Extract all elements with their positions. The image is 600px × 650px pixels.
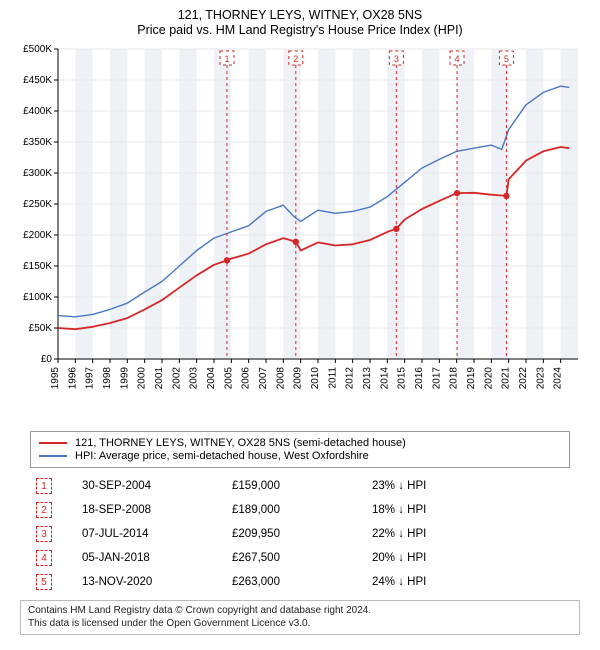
attribution-line: This data is licensed under the Open Gov… bbox=[28, 618, 572, 631]
svg-text:2012: 2012 bbox=[345, 367, 356, 390]
svg-text:£50K: £50K bbox=[29, 323, 53, 334]
svg-text:2001: 2001 bbox=[154, 367, 165, 390]
svg-text:2017: 2017 bbox=[431, 367, 442, 390]
svg-text:4: 4 bbox=[455, 54, 460, 64]
svg-text:1997: 1997 bbox=[85, 367, 96, 390]
svg-text:1996: 1996 bbox=[67, 367, 78, 390]
sale-hpi-delta: 20% ↓ HPI bbox=[366, 546, 570, 570]
sale-marker-icon: 5 bbox=[36, 574, 52, 590]
svg-text:£350K: £350K bbox=[23, 137, 52, 148]
sale-price: £189,000 bbox=[226, 498, 366, 522]
sale-hpi-delta: 24% ↓ HPI bbox=[366, 570, 570, 594]
svg-text:2023: 2023 bbox=[535, 367, 546, 390]
svg-text:2016: 2016 bbox=[414, 367, 425, 390]
svg-text:2002: 2002 bbox=[171, 367, 182, 390]
sale-date: 07-JUL-2014 bbox=[76, 522, 226, 546]
table-row: 1 30-SEP-2004£159,00023% ↓ HPI bbox=[30, 474, 570, 498]
svg-text:2021: 2021 bbox=[501, 367, 512, 390]
svg-text:£400K: £400K bbox=[23, 106, 52, 117]
svg-text:2008: 2008 bbox=[275, 367, 286, 390]
legend-swatch bbox=[39, 455, 67, 457]
sale-marker-icon: 3 bbox=[36, 526, 52, 542]
svg-text:5: 5 bbox=[504, 54, 509, 64]
svg-text:2003: 2003 bbox=[189, 367, 200, 390]
svg-text:2015: 2015 bbox=[397, 367, 408, 390]
sale-marker-icon: 1 bbox=[36, 478, 52, 494]
svg-text:£200K: £200K bbox=[23, 230, 52, 241]
svg-text:3: 3 bbox=[394, 54, 399, 64]
sale-date: 13-NOV-2020 bbox=[76, 570, 226, 594]
svg-text:2004: 2004 bbox=[206, 367, 217, 390]
svg-text:£250K: £250K bbox=[23, 199, 52, 210]
sale-price: £263,000 bbox=[226, 570, 366, 594]
table-row: 3 07-JUL-2014£209,95022% ↓ HPI bbox=[30, 522, 570, 546]
sale-price: £159,000 bbox=[226, 474, 366, 498]
svg-text:2006: 2006 bbox=[241, 367, 252, 390]
sale-date: 30-SEP-2004 bbox=[76, 474, 226, 498]
sales-table: 1 30-SEP-2004£159,00023% ↓ HPI 2 18-SEP-200… bbox=[30, 474, 570, 594]
sale-date: 05-JAN-2018 bbox=[76, 546, 226, 570]
chart-container: 121, THORNEY LEYS, WITNEY, OX28 5NS Pric… bbox=[0, 0, 600, 639]
svg-text:2022: 2022 bbox=[518, 367, 529, 390]
attribution-line: Contains HM Land Registry data © Crown c… bbox=[28, 605, 572, 618]
table-row: 2 18-SEP-2008£189,00018% ↓ HPI bbox=[30, 498, 570, 522]
attribution: Contains HM Land Registry data © Crown c… bbox=[20, 600, 580, 635]
sale-hpi-delta: 22% ↓ HPI bbox=[366, 522, 570, 546]
svg-text:2: 2 bbox=[293, 54, 298, 64]
svg-text:2007: 2007 bbox=[258, 367, 269, 390]
svg-text:£500K: £500K bbox=[23, 44, 52, 55]
sale-hpi-delta: 18% ↓ HPI bbox=[366, 498, 570, 522]
svg-text:£150K: £150K bbox=[23, 261, 52, 272]
svg-text:£0: £0 bbox=[41, 354, 53, 365]
table-row: 4 05-JAN-2018£267,50020% ↓ HPI bbox=[30, 546, 570, 570]
legend-label: 121, THORNEY LEYS, WITNEY, OX28 5NS (sem… bbox=[75, 437, 406, 449]
svg-text:2014: 2014 bbox=[379, 367, 390, 390]
svg-text:2019: 2019 bbox=[466, 367, 477, 390]
sale-date: 18-SEP-2008 bbox=[76, 498, 226, 522]
svg-text:2013: 2013 bbox=[362, 367, 373, 390]
svg-text:2024: 2024 bbox=[553, 367, 564, 390]
sale-price: £267,500 bbox=[226, 546, 366, 570]
svg-text:1: 1 bbox=[224, 54, 229, 64]
legend-item: HPI: Average price, semi-detached house,… bbox=[39, 450, 561, 462]
chart-plot: £0 £50K £100K £150K £200K £250K £300K £350K £400… bbox=[10, 43, 590, 423]
svg-text:1999: 1999 bbox=[119, 367, 130, 390]
sale-price: £209,950 bbox=[226, 522, 366, 546]
chart-title-address: 121, THORNEY LEYS, WITNEY, OX28 5NS bbox=[10, 8, 590, 22]
svg-text:2009: 2009 bbox=[293, 367, 304, 390]
svg-text:2010: 2010 bbox=[310, 367, 321, 390]
table-row: 5 13-NOV-2020£263,00024% ↓ HPI bbox=[30, 570, 570, 594]
legend-item: 121, THORNEY LEYS, WITNEY, OX28 5NS (sem… bbox=[39, 437, 561, 449]
svg-text:2020: 2020 bbox=[483, 367, 494, 390]
svg-text:£450K: £450K bbox=[23, 75, 52, 86]
svg-text:1995: 1995 bbox=[50, 367, 61, 390]
svg-text:2005: 2005 bbox=[223, 367, 234, 390]
chart-title-subtitle: Price paid vs. HM Land Registry's House … bbox=[10, 23, 590, 37]
svg-text:2000: 2000 bbox=[137, 367, 148, 390]
sale-marker-icon: 4 bbox=[36, 550, 52, 566]
svg-text:2011: 2011 bbox=[327, 367, 338, 389]
svg-text:1998: 1998 bbox=[102, 367, 113, 390]
svg-text:£300K: £300K bbox=[23, 168, 52, 179]
legend-swatch bbox=[39, 442, 67, 444]
title-block: 121, THORNEY LEYS, WITNEY, OX28 5NS Pric… bbox=[10, 8, 590, 37]
sale-marker-icon: 2 bbox=[36, 502, 52, 518]
legend: 121, THORNEY LEYS, WITNEY, OX28 5NS (sem… bbox=[30, 431, 570, 468]
svg-text:£100K: £100K bbox=[23, 292, 52, 303]
legend-label: HPI: Average price, semi-detached house,… bbox=[75, 450, 369, 462]
svg-text:2018: 2018 bbox=[449, 367, 460, 390]
sale-hpi-delta: 23% ↓ HPI bbox=[366, 474, 570, 498]
